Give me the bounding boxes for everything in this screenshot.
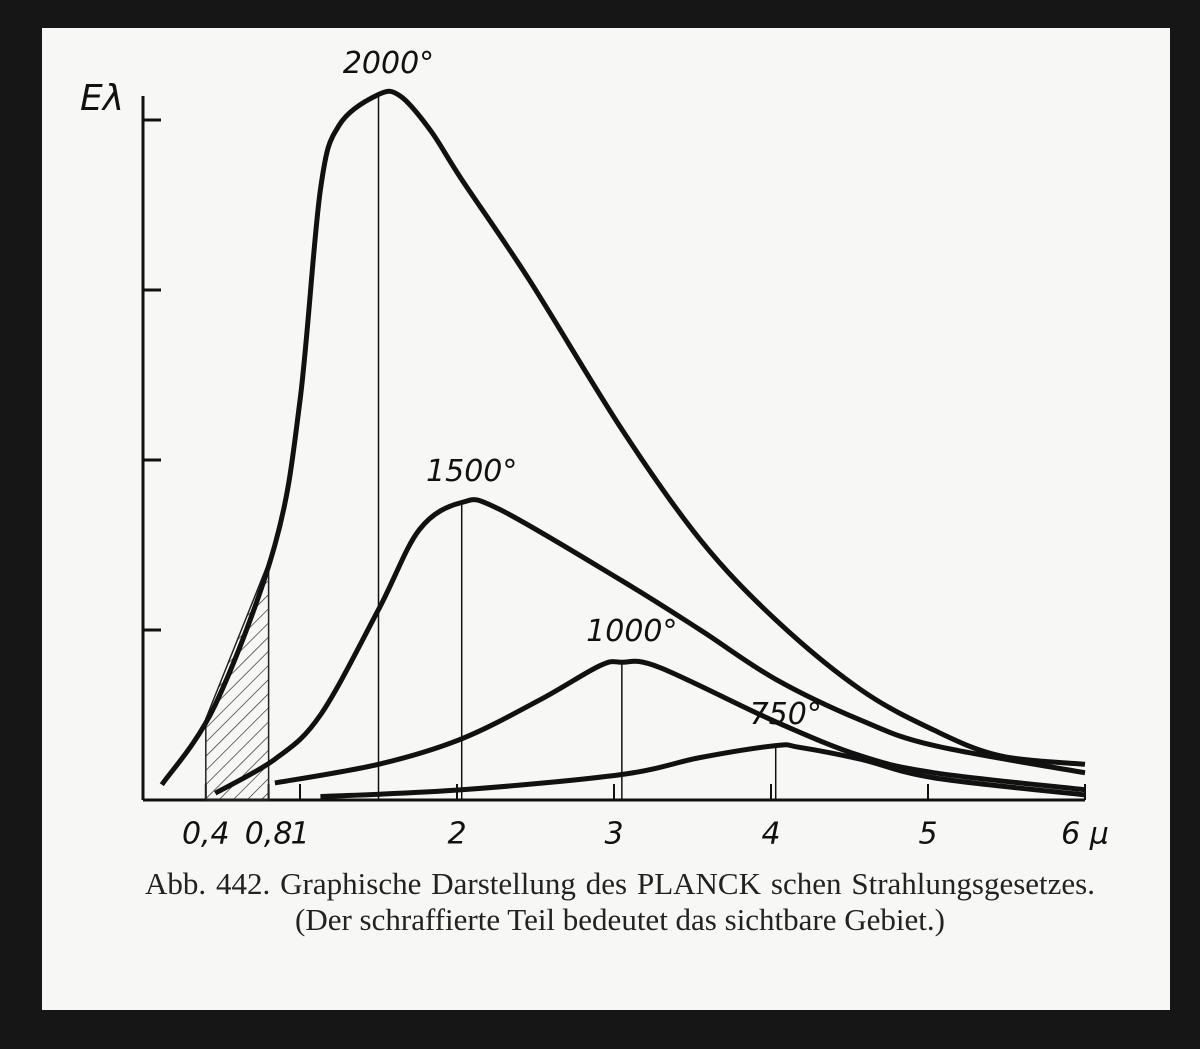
curve-label: 1500° [426, 454, 517, 489]
x-tick-label: 5 [918, 817, 937, 852]
curve [274, 658, 1086, 793]
curve [320, 742, 1086, 800]
curve [213, 497, 1086, 796]
y-axis-label: Eλ [80, 78, 124, 119]
curve-label: 2000° [343, 46, 434, 81]
x-tick-label: 2 [447, 817, 466, 852]
x-tick-label: 0,8 [245, 817, 293, 852]
curve [159, 88, 1086, 787]
x-tick-label: 1 [290, 817, 309, 852]
caption: Abb. 442. Graphische Darstellung des PLA… [145, 866, 1095, 937]
curve-label: 1000° [586, 614, 677, 649]
x-tick-label: 0,4 [182, 817, 230, 852]
paper [42, 28, 1170, 1010]
x-tick-label: 3 [604, 817, 623, 852]
curve-label: 750° [750, 697, 822, 732]
x-tick-label: 4 [761, 817, 780, 852]
x-tick-label: 6 μ [1061, 817, 1109, 852]
